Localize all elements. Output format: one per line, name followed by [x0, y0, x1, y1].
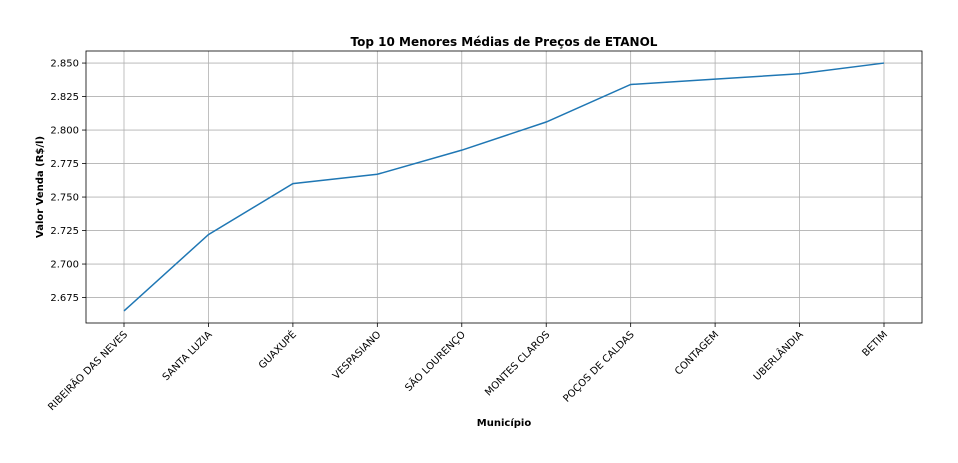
x-tick-label: MONTES CLAROS: [483, 329, 552, 398]
x-tick-label: UBERLÂNDIA: [750, 328, 805, 383]
ticks-layer: RIBEIRÃO DAS NEVES SANTA LUZIA GUAXUPÉ VESP…: [45, 59, 890, 414]
x-tick-label: SÃO LOURENÇO: [402, 328, 468, 394]
x-tick-label: VESPASIANO: [331, 329, 384, 382]
plot-frame: [85, 50, 923, 324]
y-axis-label: Valor Venda (R$/l): [35, 136, 46, 238]
y-tick-label: 2.725: [50, 226, 79, 237]
y-tick-label: 2.700: [50, 260, 79, 271]
x-tick-label: POÇOS DE CALDAS: [561, 329, 636, 404]
y-tick-label: 2.850: [50, 59, 79, 70]
y-tick-label: 2.775: [50, 159, 79, 170]
y-tick-label: 2.800: [50, 126, 79, 137]
x-tick-label: CONTAGEM: [673, 329, 721, 377]
series-line: [123, 62, 885, 312]
x-tick-label: GUAXUPÉ: [256, 328, 299, 371]
y-tick-label: 2.825: [50, 92, 79, 103]
y-tick-label: 2.750: [50, 193, 79, 204]
x-tick-label: BETIM: [861, 329, 891, 359]
x-tick-label: RIBEIRÃO DAS NEVES: [45, 328, 130, 413]
grid-layer: [86, 51, 922, 323]
x-tick-label: SANTA LUZIA: [161, 329, 215, 383]
y-tick-label: 2.675: [50, 293, 79, 304]
x-axis-label: Município: [477, 417, 532, 429]
chart-title: Top 10 Menores Médias de Preços de ETANO…: [351, 35, 658, 49]
